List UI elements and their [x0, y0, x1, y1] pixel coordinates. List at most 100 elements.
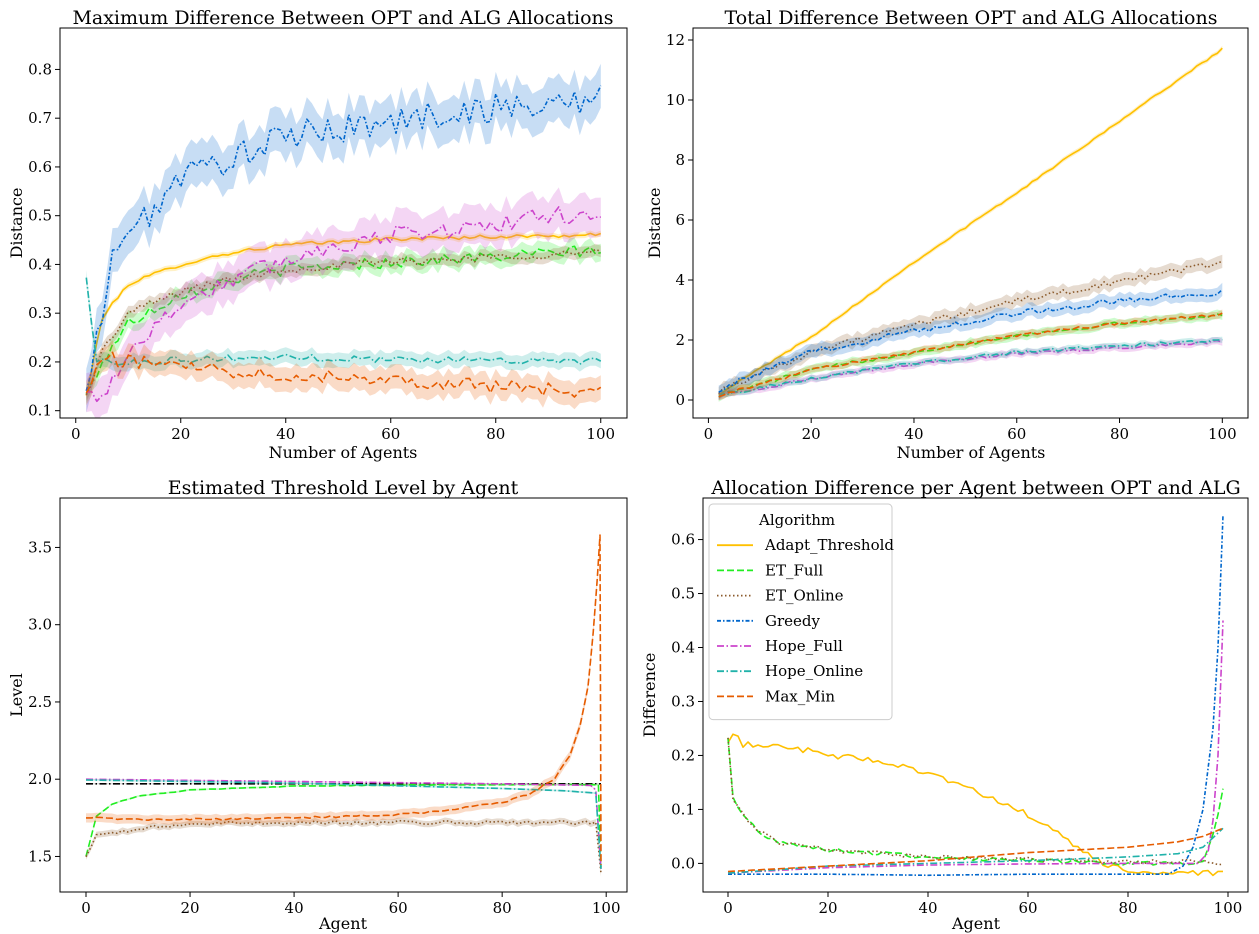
legend-box [708, 503, 893, 721]
y-tick-label: 10 [666, 91, 685, 109]
x-tick-label: 80 [493, 899, 512, 917]
chart-title: Maximum Difference Between OPT and ALG A… [72, 7, 613, 29]
x-tick-label: 60 [1007, 425, 1026, 443]
x-tick-label: 80 [1118, 899, 1137, 917]
band-hope-full [718, 337, 1223, 401]
x-tick-label: 20 [802, 425, 821, 443]
axes-frame [59, 27, 628, 419]
x-tick-label: 40 [276, 425, 295, 443]
line-et-online [718, 260, 1223, 395]
x-tick-label: 20 [818, 899, 837, 917]
x-tick-label: 20 [180, 899, 199, 917]
y-tick-label: 0.6 [671, 531, 695, 549]
x-axis-label: Number of Agents [897, 443, 1046, 462]
line-hope-full [85, 778, 602, 869]
y-tick-label: 12 [666, 31, 685, 49]
line-max-min [727, 827, 1224, 873]
band-hope-online [718, 336, 1223, 400]
line-max-min [86, 534, 602, 866]
legend-entry: Greedy [765, 612, 821, 630]
line-hope-online [85, 779, 602, 869]
axes-frame [692, 27, 1249, 419]
y-tick-label: 3.5 [28, 538, 52, 556]
line-adapt-threshold [718, 47, 1223, 396]
y-tick-label: 0.8 [28, 60, 52, 78]
chart-title: Allocation Difference per Agent between … [710, 477, 1240, 499]
line-adapt-threshold [727, 733, 1223, 877]
chart-title: Estimated Threshold Level by Agent [168, 477, 519, 499]
y-axis-label: Distance [645, 188, 664, 259]
x-tick-label: 0 [71, 425, 81, 443]
y-tick-label: 0.6 [28, 158, 52, 176]
x-tick-label: 40 [285, 899, 304, 917]
y-tick-label: 0.2 [28, 353, 52, 371]
line-hope-online [718, 338, 1223, 398]
y-tick-label: 0.1 [28, 402, 52, 420]
y-tick-label: 0.5 [671, 585, 695, 603]
band-et-full [86, 237, 601, 404]
line-greedy [728, 515, 1224, 877]
chart-2: 0 20 40 60 80 100 0 2 4 6 8 10 12 Total Difference Be… [645, 7, 1249, 462]
y-tick-label: 2 [675, 331, 685, 349]
x-tick-label: 0 [723, 899, 733, 917]
y-tick-label: 0.0 [671, 854, 695, 872]
plot-area [727, 515, 1224, 877]
x-tick-label: 40 [918, 899, 937, 917]
y-tick-label: 1.5 [28, 847, 52, 865]
y-axis-label: Level [7, 673, 26, 717]
band-max-min [86, 530, 601, 870]
band-greedy [718, 282, 1223, 399]
legend-entry: Hope_Full [765, 637, 843, 655]
chart-4: 0 20 40 60 80 100 0.0 0.1 0.2 0.3 0.4 0.5 0.6 Allocat… [640, 477, 1249, 933]
band-hope-online [86, 270, 601, 373]
plot-area [85, 530, 602, 877]
x-axis-label: Agent [951, 914, 1001, 933]
band-et-online [86, 243, 601, 401]
y-tick-label: 8 [675, 151, 685, 169]
plot-area [85, 63, 602, 418]
y-tick-label: 0.3 [28, 304, 52, 322]
axes-frame [702, 497, 1249, 893]
x-tick-label: 100 [586, 425, 615, 443]
band-greedy [86, 63, 601, 413]
band-et-online [86, 817, 601, 877]
x-tick-label: 40 [904, 425, 923, 443]
line-et-full [85, 245, 602, 395]
y-tick-label: 0.2 [671, 746, 695, 764]
y-axis-label: Difference [640, 653, 659, 738]
legend-entry: Adapt_Threshold [764, 536, 894, 554]
line-et-online [85, 248, 602, 396]
line-et-online [727, 737, 1224, 866]
band-et-online [718, 254, 1223, 401]
line-hope-full [86, 206, 601, 403]
y-tick-label: 6 [675, 211, 685, 229]
x-tick-label: 60 [1018, 899, 1037, 917]
x-tick-label: 0 [704, 425, 714, 443]
line-greedy [85, 85, 602, 392]
line-greedy [718, 288, 1223, 393]
legend-entry: ET_Online [765, 587, 844, 605]
x-tick-label: 100 [1214, 899, 1243, 917]
y-tick-label: 0.4 [671, 639, 695, 657]
legend-title: Algorithm [758, 511, 835, 529]
y-tick-label: 2.5 [28, 693, 52, 711]
chart-1: 0 20 40 60 80 100 0.1 0.2 0.3 0.4 0.5 0.6 0.7 0.8 Maxi… [7, 7, 628, 462]
axes-frame [59, 497, 628, 893]
y-axis-label: Distance [7, 188, 26, 259]
chart-title: Total Difference Between OPT and ALG All… [725, 7, 1218, 29]
y-tick-label: 3.0 [28, 616, 52, 634]
legend: Algorithm Adapt_Threshold ET_Full ET_Online… [708, 503, 894, 721]
plot-area [718, 45, 1223, 402]
x-tick-label: 20 [171, 425, 190, 443]
y-tick-label: 2.0 [28, 770, 52, 788]
y-tick-label: 0.3 [671, 692, 695, 710]
legend-entry: ET_Full [765, 561, 823, 579]
line-hope-full [718, 339, 1223, 398]
x-tick-label: 60 [389, 899, 408, 917]
y-tick-label: 0.4 [28, 255, 52, 273]
legend-entry: Max_Min [765, 687, 835, 705]
x-axis-label: Number of Agents [269, 443, 418, 462]
line-et-full [718, 313, 1223, 398]
x-tick-label: 80 [486, 425, 505, 443]
